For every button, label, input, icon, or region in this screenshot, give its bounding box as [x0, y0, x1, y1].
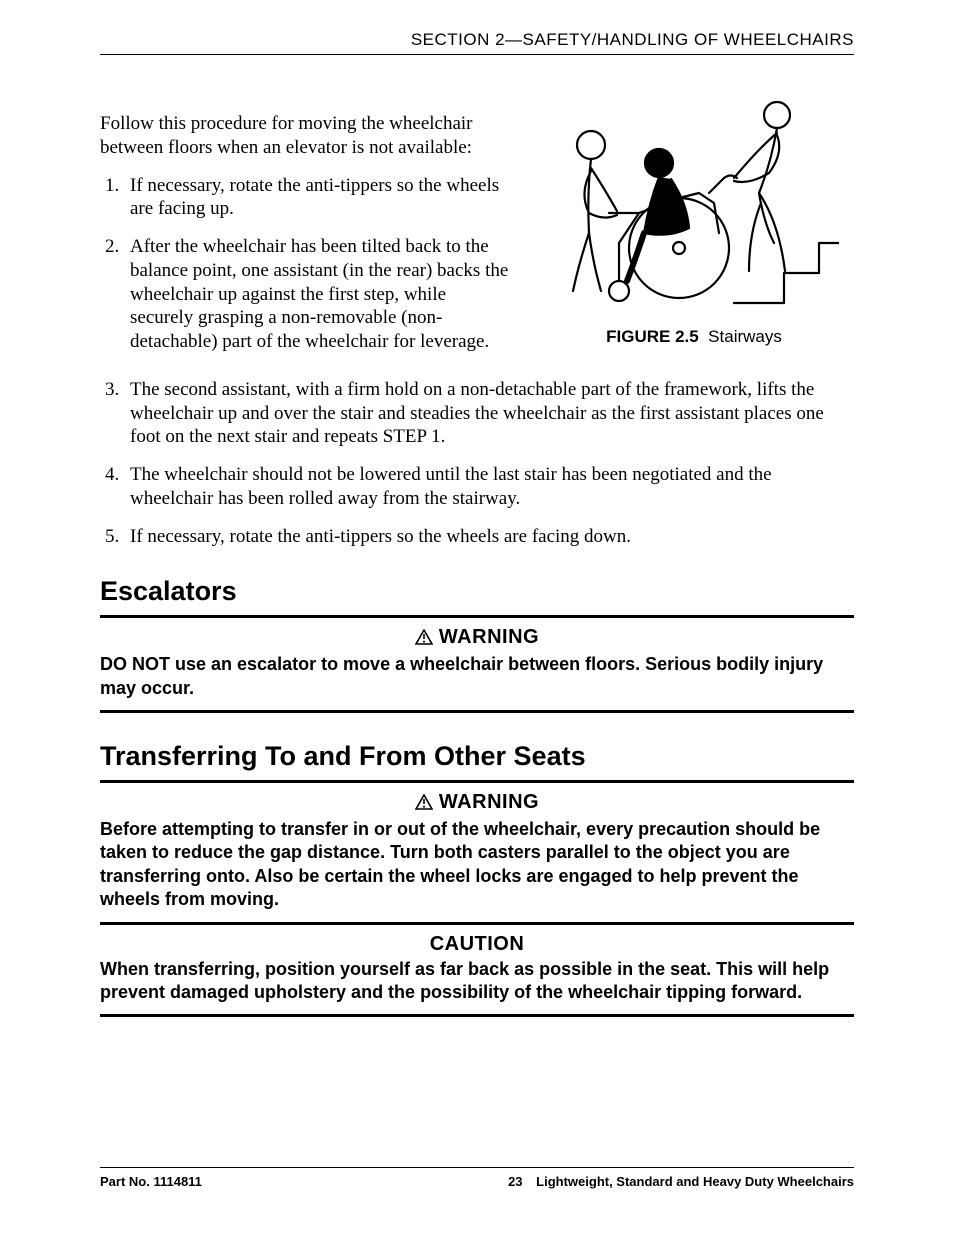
figure-text: Stairways: [708, 327, 782, 346]
step-5: If necessary, rotate the anti-tippers so…: [124, 525, 854, 549]
page-number: 23: [508, 1174, 522, 1189]
caution-body: When transferring, position yourself as …: [100, 958, 854, 1005]
caution-heading: CAUTION: [100, 933, 854, 956]
warning-body-escalators: DO NOT use an escalator to move a wheelc…: [100, 653, 854, 700]
rule: [100, 615, 854, 618]
figure-caption: FIGURE 2.5 Stairways: [534, 327, 854, 347]
procedure-list-cont: The second assistant, with a firm hold o…: [100, 378, 854, 549]
heading-escalators: Escalators: [100, 576, 854, 607]
section-header: SECTION 2—SAFETY/HANDLING OF WHEELCHAIRS: [100, 30, 854, 55]
warning-heading-escalators: WARNING: [100, 626, 854, 651]
warning-heading-transfer: WARNING: [100, 791, 854, 816]
rule: [100, 780, 854, 783]
rule: [100, 1014, 854, 1017]
warning-icon: [415, 628, 433, 651]
warning-label: WARNING: [439, 791, 539, 813]
page: SECTION 2—SAFETY/HANDLING OF WHEELCHAIRS: [0, 0, 954, 1235]
figure-2-5: FIGURE 2.5 Stairways: [534, 93, 854, 347]
step-4: The wheelchair should not be lowered unt…: [124, 463, 854, 511]
rule: [100, 710, 854, 713]
figure-label: FIGURE 2.5: [606, 327, 699, 346]
step-3: The second assistant, with a firm hold o…: [124, 378, 854, 449]
page-footer: Part No. 1114811 23 Lightweight, Standar…: [100, 1167, 854, 1189]
footer-doc-title: Lightweight, Standard and Heavy Duty Whe…: [536, 1174, 854, 1189]
footer-left: Part No. 1114811: [100, 1174, 202, 1189]
warning-body-transfer: Before attempting to transfer in or out …: [100, 818, 854, 912]
stairways-illustration: [549, 93, 839, 318]
heading-transfer: Transferring To and From Other Seats: [100, 741, 854, 772]
intro-block: FIGURE 2.5 Stairways Follow this procedu…: [100, 93, 854, 378]
warning-icon: [415, 793, 433, 816]
rule: [100, 922, 854, 925]
warning-label: WARNING: [439, 626, 539, 648]
footer-right: 23 Lightweight, Standard and Heavy Duty …: [508, 1174, 854, 1189]
